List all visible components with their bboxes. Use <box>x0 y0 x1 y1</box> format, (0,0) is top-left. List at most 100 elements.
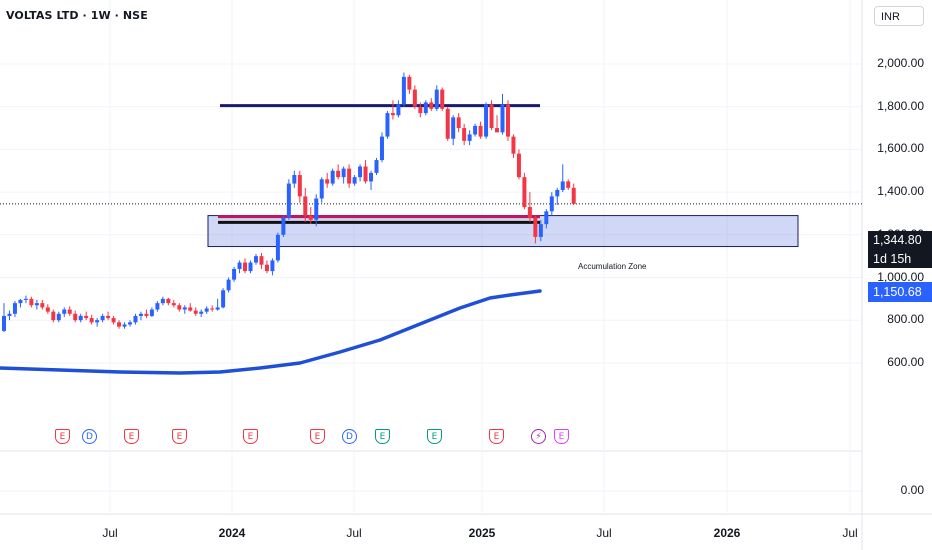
y-tick-label: 1,000.00 <box>877 269 924 284</box>
y-tick-label: 1,400.00 <box>877 184 924 199</box>
candle-body <box>270 260 275 272</box>
candle-body <box>138 313 143 316</box>
x-tick-label: 2024 <box>218 526 246 540</box>
candle-body <box>462 128 467 141</box>
y-tick-label: 1,600.00 <box>877 141 924 156</box>
candle-body <box>385 113 390 137</box>
dividend-marker-icon[interactable]: D <box>342 429 357 444</box>
candle-body <box>336 170 341 178</box>
candle-body <box>248 262 253 272</box>
earnings-marker-icon[interactable]: E <box>489 429 504 444</box>
earnings-marker-icon[interactable]: E <box>124 429 139 444</box>
earnings-marker-icon[interactable]: E <box>243 429 258 444</box>
candle-body <box>484 104 489 137</box>
candle-body <box>555 189 560 197</box>
candle-body <box>330 170 335 184</box>
candle-body <box>434 89 439 109</box>
candle-body <box>160 298 165 304</box>
earnings-marker-icon[interactable]: E <box>427 429 442 444</box>
candle-body <box>478 125 483 137</box>
candle-body <box>51 311 56 321</box>
candle-body <box>401 76 406 105</box>
candle-body <box>149 309 154 316</box>
candle-body <box>396 104 401 116</box>
symbol-title[interactable]: VOLTAS LTD · 1W · NSE <box>6 9 148 22</box>
candle-body <box>215 307 220 310</box>
earnings-marker-icon[interactable]: E <box>375 429 390 444</box>
x-tick-label: 2025 <box>468 526 496 540</box>
candle-body <box>18 299 23 304</box>
candle-body <box>533 217 538 237</box>
moving-average-line[interactable] <box>0 289 542 375</box>
candle-body <box>221 290 226 308</box>
candle-body <box>62 309 67 314</box>
candle-body <box>538 224 543 237</box>
candle-body <box>253 256 258 263</box>
candle-body <box>319 179 324 199</box>
x-tick-label: 2026 <box>713 526 741 540</box>
candle-body <box>106 315 111 319</box>
candle-body <box>500 104 505 133</box>
candle-body <box>243 262 248 272</box>
earnings-marker-icon[interactable]: E <box>310 429 325 444</box>
candle-body <box>193 310 198 314</box>
currency-selector[interactable]: INR <box>874 6 924 26</box>
candle-body <box>56 313 61 321</box>
candle-body <box>133 315 138 323</box>
candle-body <box>352 177 357 184</box>
candle-body <box>23 298 28 300</box>
candle-body <box>286 183 291 218</box>
candle-body <box>560 181 565 190</box>
candle-body <box>549 196 554 212</box>
candle-body <box>341 168 346 178</box>
candle-body <box>199 311 204 314</box>
candle-body <box>237 262 242 269</box>
accumulation-zone-label: Accumulation Zone <box>578 262 647 271</box>
x-tick-label: Jul <box>596 526 612 540</box>
candle-body <box>522 177 527 208</box>
candle-body <box>144 313 149 316</box>
candle-body <box>259 256 264 265</box>
candle-body <box>40 303 45 308</box>
candle-body <box>423 102 428 114</box>
candle-body <box>445 108 450 139</box>
split-marker-icon[interactable]: ⚡ <box>531 429 546 444</box>
candle-body <box>100 315 105 321</box>
last-price-tag: 1,344.80 <box>868 231 932 250</box>
candle-body <box>182 307 187 310</box>
earnings-marker-icon[interactable]: E <box>554 429 569 444</box>
candle-body <box>358 166 363 178</box>
y-tick-label: 2,000.00 <box>877 56 924 70</box>
countdown-tag: 1d 15h <box>868 250 932 268</box>
candle-body <box>505 104 510 137</box>
x-tick-label: Jul <box>346 526 362 540</box>
dividend-marker-icon[interactable]: D <box>82 429 97 444</box>
candle-body <box>111 318 116 323</box>
candle-body <box>95 320 100 323</box>
candle-body <box>292 175 297 184</box>
candle-body <box>544 211 549 225</box>
earnings-marker-icon[interactable]: E <box>55 429 70 444</box>
candle-body <box>516 153 521 178</box>
candle-body <box>155 303 160 310</box>
accumulation-zone[interactable] <box>207 215 799 248</box>
candle-body <box>84 315 89 319</box>
candle-body <box>412 89 417 107</box>
candle-body <box>429 102 434 109</box>
candle-body <box>29 298 34 306</box>
candle-body <box>177 305 182 310</box>
candle-body <box>489 104 494 129</box>
candle-body <box>363 166 368 182</box>
candle-body <box>171 303 176 306</box>
candle-body <box>12 303 17 314</box>
candle-body <box>67 309 72 314</box>
candle-body <box>451 117 456 139</box>
candle-body <box>89 318 94 323</box>
candle-body <box>297 175 302 197</box>
candle-body <box>369 172 374 182</box>
candle-body <box>347 168 352 184</box>
earnings-marker-icon[interactable]: E <box>172 429 187 444</box>
candle-body <box>188 307 193 311</box>
candle-body <box>122 324 127 327</box>
